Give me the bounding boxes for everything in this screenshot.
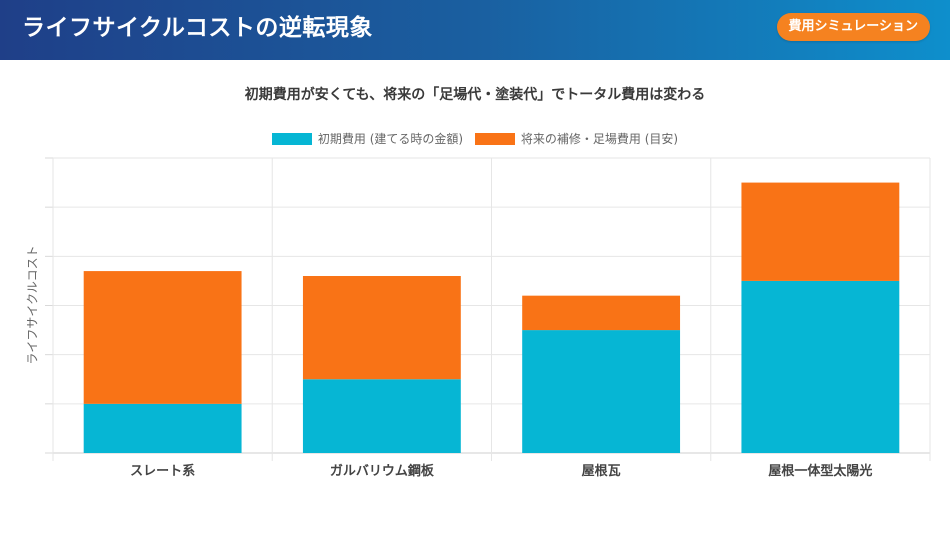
legend-swatch-initial: [271, 132, 312, 145]
legend-item-initial[interactable]: 初期費用 (建てる時の金額): [271, 130, 464, 147]
bar-initial-3: [741, 280, 900, 453]
legend-label-future: 将来の補修・足場費用 (目安): [520, 132, 679, 146]
bar-future-3: [741, 182, 900, 281]
x-tick-label: 屋根瓦: [582, 463, 621, 479]
chart-legend: 初期費用 (建てる時の金額) 将来の補修・足場費用 (目安): [0, 130, 950, 147]
bar-initial-2: [522, 330, 681, 453]
chart-title: 初期費用が安くても、将来の「足場代・塗装代」でトータル費用は変わる: [244, 87, 706, 103]
page-title: ライフサイクルコストの逆転現象: [22, 15, 373, 41]
header-bar: ライフサイクルコストの逆転現象 費用シミュレーション: [0, 0, 950, 60]
bar-initial-1: [302, 379, 461, 453]
x-tick-label: 屋根一体型太陽光: [768, 463, 872, 479]
legend-item-future[interactable]: 将来の補修・足場費用 (目安): [474, 130, 679, 147]
x-tick-label: スレート系: [130, 463, 195, 479]
cost-simulation-button[interactable]: 費用シミュレーション: [776, 13, 930, 41]
bar-future-0: [83, 271, 242, 404]
x-tick-label: ガルバリウム鋼板: [330, 463, 435, 479]
bar-initial-0: [83, 403, 242, 453]
bar-future-2: [522, 295, 681, 331]
legend-label-initial: 初期費用 (建てる時の金額): [317, 132, 464, 146]
legend-swatch-future: [474, 132, 515, 145]
bar-future-1: [302, 276, 461, 380]
